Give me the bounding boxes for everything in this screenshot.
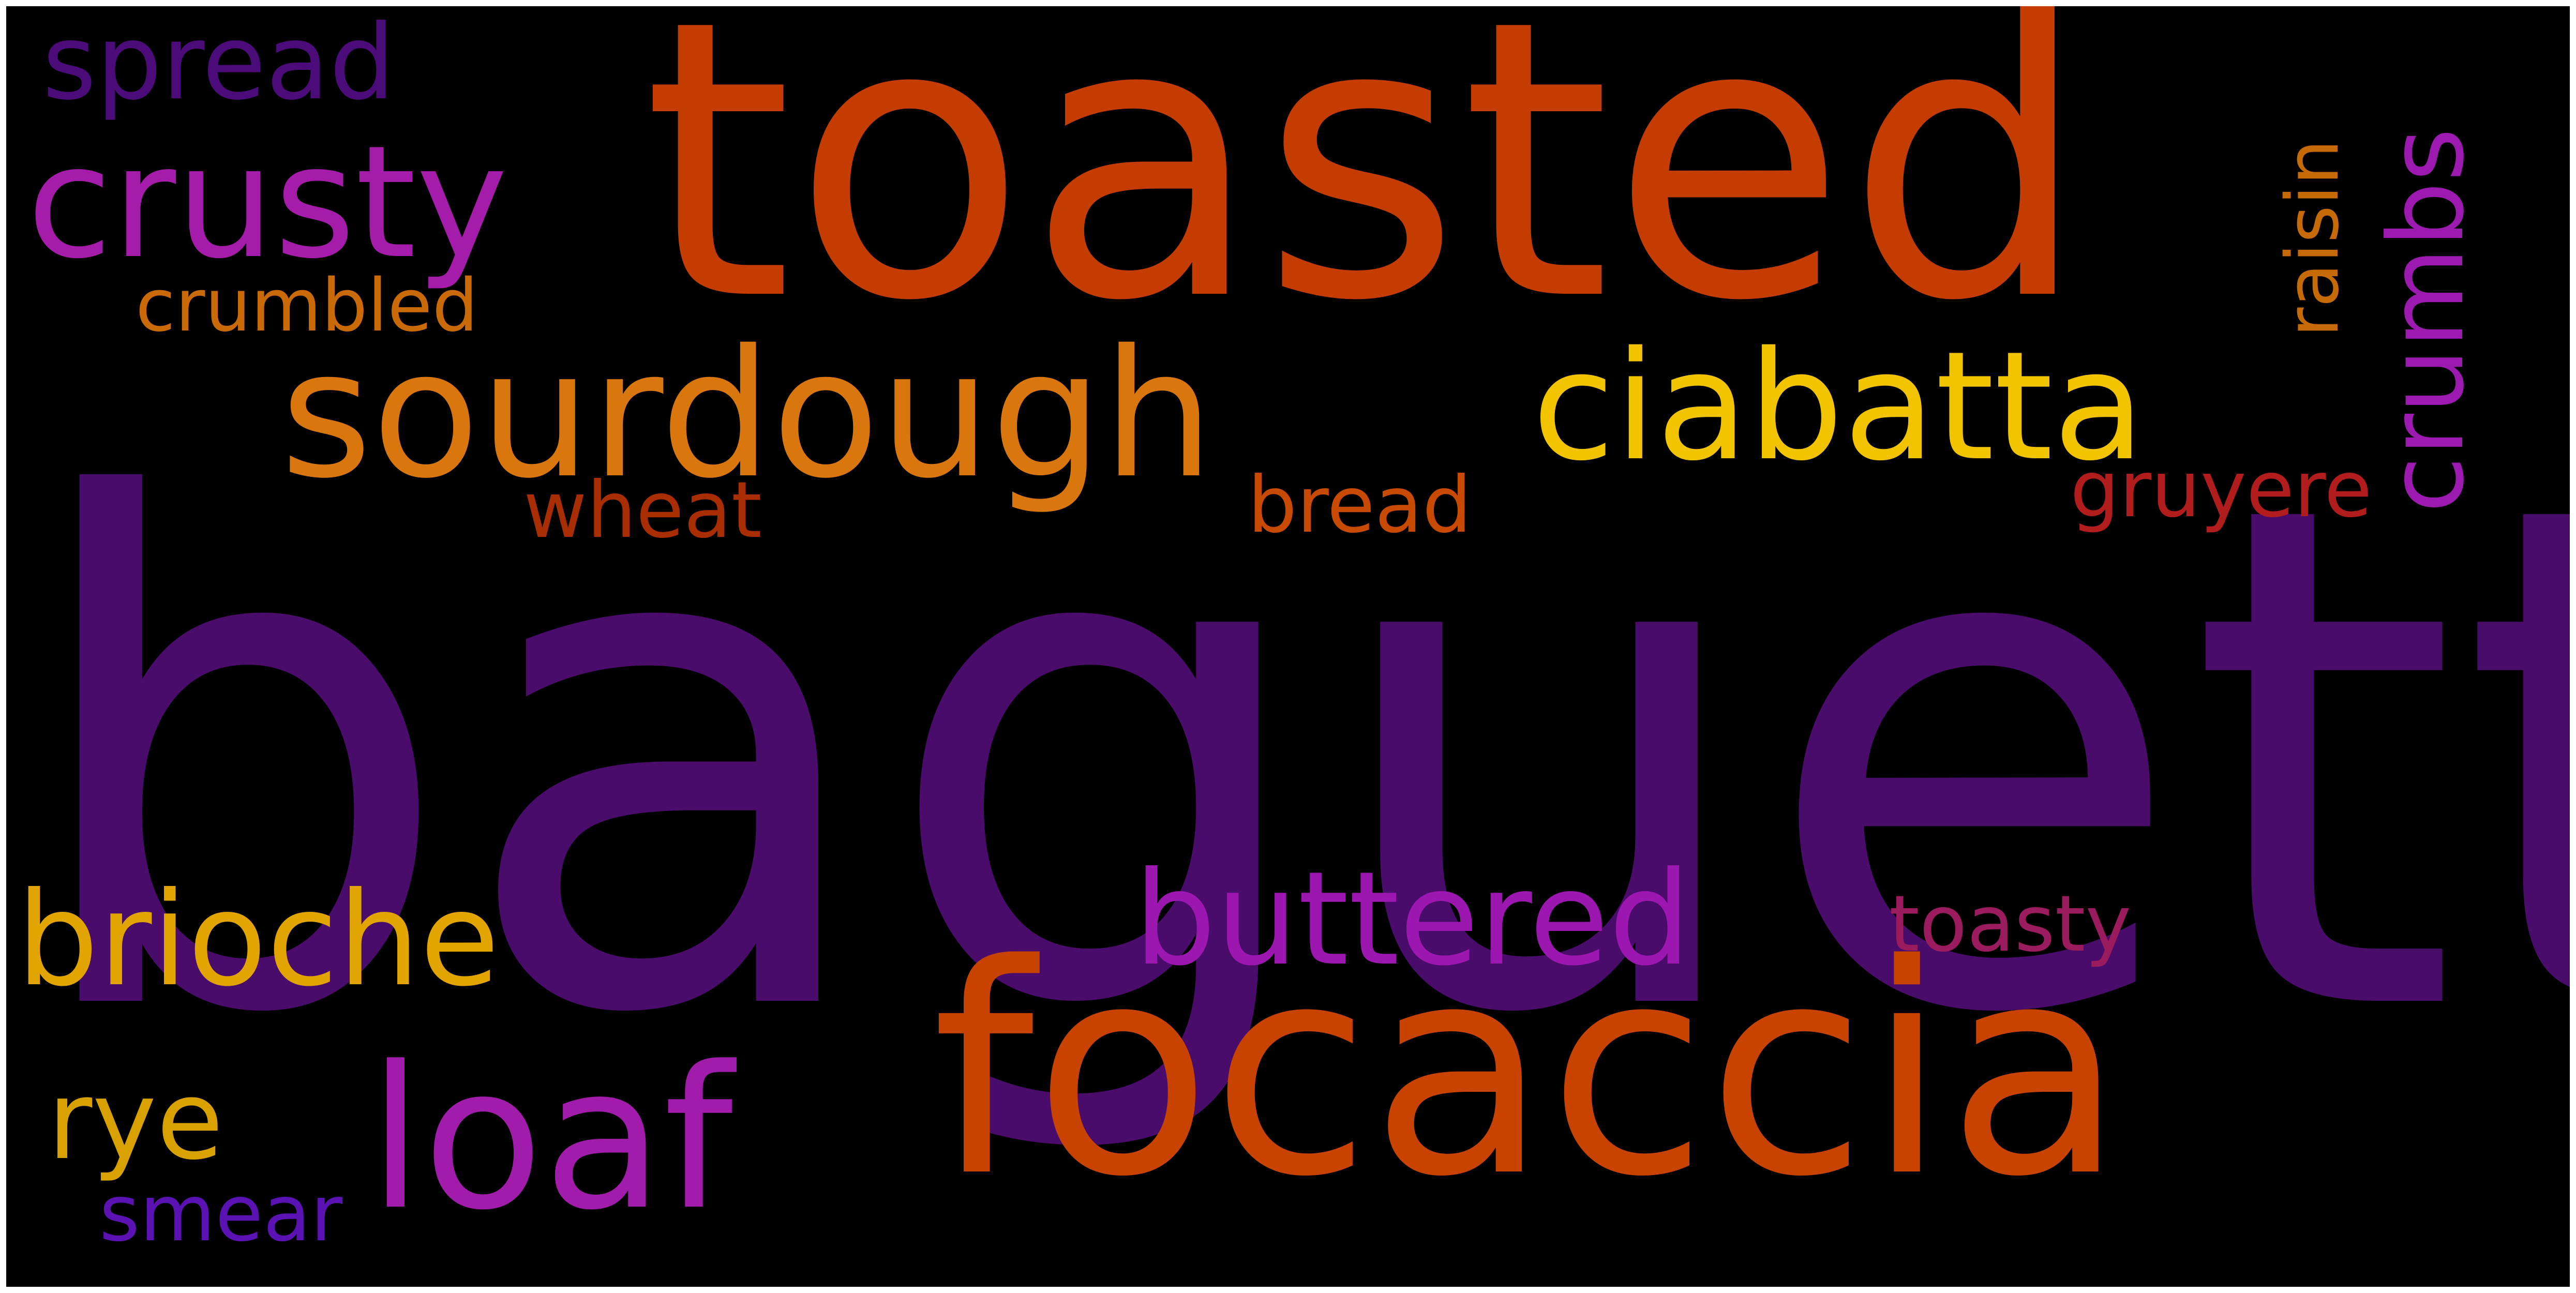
word-smear: smear	[99, 1169, 343, 1259]
word-raisin: raisin	[2271, 139, 2355, 337]
word-wheat: wheat	[523, 465, 762, 555]
word-buttered: buttered	[1134, 844, 1691, 994]
word-gruyere: gruyere	[2070, 445, 2372, 535]
word-crusty: crusty	[27, 112, 508, 293]
word-loaf: loaf	[368, 1024, 733, 1253]
word-baguette: baguette	[17, 358, 2570, 1165]
word-brioche: brioche	[17, 864, 500, 1015]
word-cloud: baguette toasted focaccia sourdough ciab…	[6, 6, 2570, 1287]
word-sourdough: sourdough	[280, 312, 1215, 517]
word-ciabatta: ciabatta	[1532, 320, 2145, 494]
word-toasty: toasty	[1889, 879, 2132, 969]
word-crumbled: crumbled	[136, 264, 478, 348]
word-toasted: toasted	[642, 6, 2090, 384]
word-crumbs: crumbs	[2367, 128, 2487, 513]
word-focaccia: focaccia	[932, 903, 2125, 1240]
word-bread: bread	[1248, 460, 1472, 550]
word-rye: rye	[48, 1057, 223, 1184]
word-spread: spread	[42, 6, 395, 123]
